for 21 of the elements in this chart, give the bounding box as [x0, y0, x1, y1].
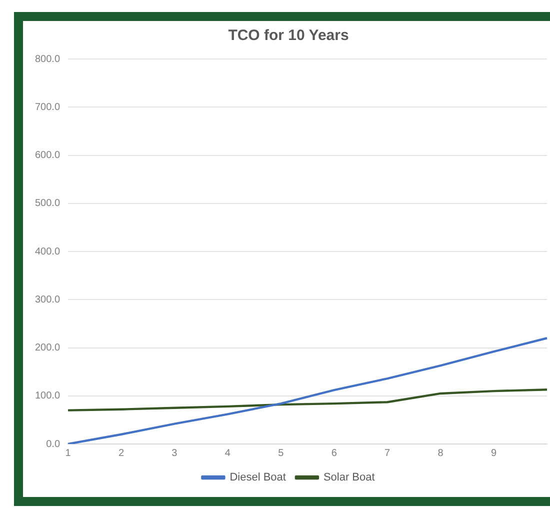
x-tick-label: 5	[278, 448, 284, 459]
legend-label: Solar Boat	[323, 472, 375, 484]
x-tick-label: 3	[172, 448, 178, 459]
x-tick-label: 6	[331, 448, 338, 459]
y-tick-label: 300.0	[34, 294, 60, 306]
y-tick-label: 800.0	[34, 54, 60, 65]
legend-label: Diesel Boat	[230, 472, 286, 484]
y-tick-label: 200.0	[34, 342, 60, 354]
y-tick-label: 0.0	[46, 438, 60, 450]
x-tick-label: 9	[491, 448, 497, 459]
chart-title: TCO for 10 Years	[228, 27, 349, 44]
y-tick-label: 600.0	[34, 150, 60, 161]
x-tick-label: 8	[438, 448, 444, 459]
y-tick-label: 500.0	[34, 198, 60, 210]
y-tick-label: 700.0	[34, 102, 60, 113]
x-tick-label: 7	[384, 448, 391, 459]
x-tick-label: 2	[118, 448, 124, 459]
y-tick-label: 100.0	[34, 390, 60, 402]
x-tick-label: 1	[65, 448, 72, 459]
y-tick-label: 400.0	[34, 246, 60, 258]
x-tick-label: 4	[224, 448, 231, 459]
